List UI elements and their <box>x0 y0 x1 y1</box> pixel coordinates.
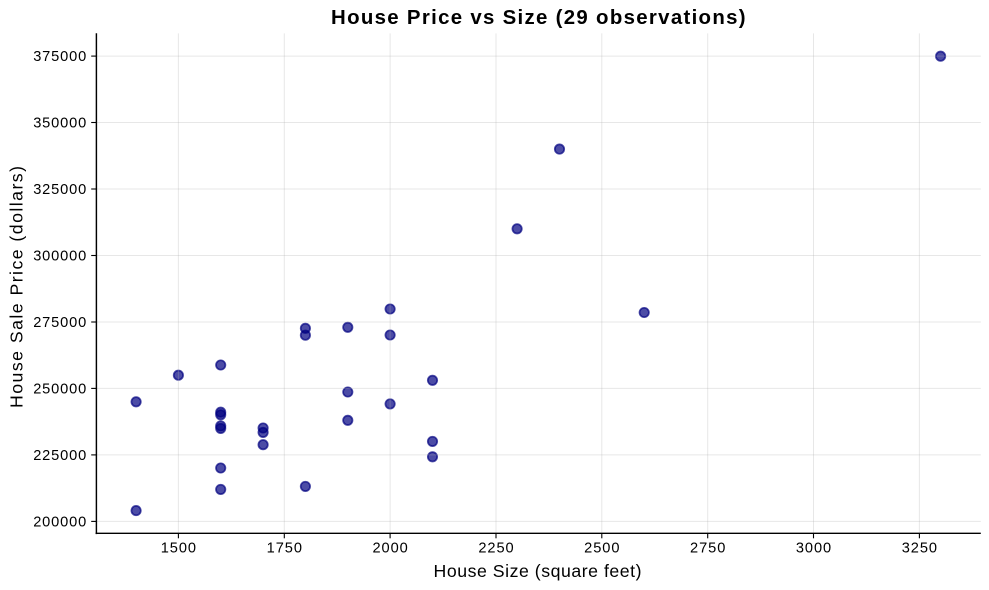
svg-text:House Sale Price (dollars): House Sale Price (dollars) <box>7 166 27 408</box>
svg-text:1500: 1500 <box>161 541 196 557</box>
svg-text:2000: 2000 <box>372 541 407 557</box>
svg-text:2250: 2250 <box>478 541 513 557</box>
svg-text:250000: 250000 <box>33 382 86 398</box>
svg-text:3000: 3000 <box>796 541 831 557</box>
svg-text:375000: 375000 <box>33 49 86 65</box>
svg-text:1750: 1750 <box>267 541 302 557</box>
svg-text:2500: 2500 <box>584 541 619 557</box>
svg-text:3250: 3250 <box>902 541 937 557</box>
svg-text:300000: 300000 <box>33 249 86 265</box>
svg-text:House Size (square feet): House Size (square feet) <box>434 561 642 581</box>
svg-text:225000: 225000 <box>33 448 86 464</box>
svg-text:350000: 350000 <box>33 116 86 132</box>
svg-text:200000: 200000 <box>33 515 86 531</box>
svg-text:325000: 325000 <box>33 182 86 198</box>
svg-text:2750: 2750 <box>690 541 725 557</box>
svg-text:275000: 275000 <box>33 315 86 331</box>
svg-text:House Price vs Size (29 observ: House Price vs Size (29 observations) <box>331 7 746 29</box>
